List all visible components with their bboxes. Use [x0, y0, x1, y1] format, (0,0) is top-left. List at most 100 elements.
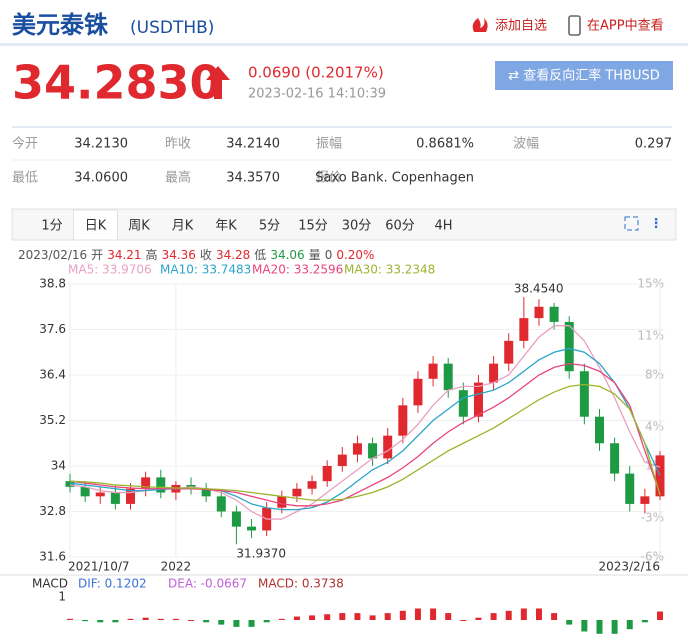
info-label: 高: [146, 247, 158, 262]
tab[interactable]: 年K: [215, 219, 237, 234]
candle-body: [352, 443, 362, 455]
macd-bar: [520, 608, 527, 620]
y-tick-label: 34: [51, 459, 66, 473]
tab[interactable]: 15分: [298, 219, 328, 234]
candle-body: [610, 443, 620, 474]
legend-entry: MA10: 33.7483: [160, 263, 251, 277]
macd-bar: [97, 620, 104, 623]
more[interactable]: ⋮: [650, 217, 663, 232]
extreme-label: 31.9370: [236, 547, 286, 561]
y2-tick-label: 4%: [645, 420, 664, 434]
info-value: 34.36: [162, 248, 196, 262]
tab[interactable]: 周K: [128, 219, 150, 234]
y2-tick-label: 15%: [637, 277, 664, 291]
macd-bar: [233, 620, 240, 627]
candle-body: [640, 496, 650, 504]
macd-bar: [626, 620, 633, 630]
stat-label: 振幅: [316, 137, 342, 152]
stat-value: 34.3570: [226, 171, 280, 186]
header-rule: [0, 43, 688, 46]
x-tick-label: 2021/10/7: [68, 560, 130, 574]
candle-body: [277, 496, 287, 508]
code: (USDTHB): [130, 18, 214, 38]
y-tick-label: 36.4: [39, 368, 66, 382]
stat-label: 今开: [12, 136, 38, 152]
tab[interactable]: 月K: [172, 219, 194, 234]
macd-bar: [551, 613, 558, 620]
info-value: 34.21: [107, 248, 141, 262]
candle-body: [534, 306, 544, 319]
candle-body: [655, 455, 665, 497]
x-tick-label: 2022: [161, 560, 192, 574]
info-label: 收: [200, 248, 212, 262]
info-change: 0.20%: [336, 248, 374, 262]
macd-bar: [263, 620, 270, 623]
reverse-label[interactable]: ⇄ 查看反向汇率 THBUSD: [508, 68, 660, 84]
tab[interactable]: 30分: [342, 219, 372, 234]
macd-bar: [172, 618, 179, 620]
y2-tick-label: 11%: [637, 329, 664, 343]
tab[interactable]: 60分: [385, 219, 415, 234]
active-tab[interactable]: [73, 209, 118, 241]
stat-value: 34.2140: [226, 137, 280, 152]
candle-body: [549, 306, 559, 322]
tab[interactable]: 日K: [85, 219, 107, 234]
ma-line: [69, 362, 661, 507]
macd-bar: [248, 620, 255, 627]
open-app[interactable]: 在APP中查看: [587, 18, 664, 34]
tab-bar: [11, 208, 677, 241]
y-tick-label: 37.6: [39, 322, 66, 336]
candle-body: [337, 454, 347, 466]
macd-bar: [414, 608, 421, 620]
chart: MA5: 33.9706 MA10: 33.7483 MA20: 33.2596 MA…: [0, 263, 688, 634]
fav-icon[interactable]: [472, 18, 488, 32]
fullscreen[interactable]: [624, 216, 639, 231]
y2-tick-label: -6%: [641, 550, 664, 564]
macd-bar: [611, 620, 618, 634]
y-tick-label: 32.8: [39, 504, 66, 518]
macd-bar: [324, 614, 331, 620]
macd-bar: [339, 613, 346, 620]
price: 34.2830: [12, 56, 222, 110]
ma-line: [69, 383, 661, 501]
candle-body: [625, 473, 635, 504]
candle-body: [504, 340, 514, 364]
macd-title: MACD: [32, 577, 68, 591]
info-value: 34.06: [270, 248, 304, 262]
legend-entry: MA30: 33.2348: [344, 263, 435, 277]
phone-icon[interactable]: [568, 15, 581, 36]
macd-bar: [384, 613, 391, 620]
macd-bar: [641, 620, 648, 623]
y-tick-label: 31.6: [39, 550, 66, 564]
tab[interactable]: 5分: [259, 219, 280, 234]
tab[interactable]: 4H: [434, 219, 452, 234]
change: 0.0690 (0.2017%): [248, 64, 384, 82]
candle-body: [398, 405, 408, 436]
macd-bar: [203, 620, 210, 623]
candle-body: [383, 435, 393, 459]
macd-bar: [445, 613, 452, 620]
macd-bar: [354, 613, 361, 620]
stat-label: 最高: [165, 170, 191, 186]
candle-body: [292, 488, 302, 497]
time: 2023-02-16 14:10:39: [248, 87, 386, 102]
tab[interactable]: 1分: [41, 219, 62, 234]
info-line: 2023/02/16 开 34.21 高 34.36 收 34.28 低 34.06 量 0 0.20…: [18, 247, 374, 262]
candle-body: [65, 481, 75, 487]
reverse-button[interactable]: [495, 61, 673, 90]
stat-label: 昨收: [165, 137, 191, 152]
candle-body: [564, 321, 574, 372]
stat-value: Saxo Bank. Copenhagen: [315, 171, 474, 186]
macd-legend: MACD: 0.3738: [258, 577, 344, 591]
y2-tick-label: -3%: [641, 511, 664, 525]
candle-body: [489, 363, 499, 383]
candle-body: [594, 416, 604, 444]
add-favorite[interactable]: 添加自选: [495, 19, 547, 34]
candle-body: [458, 390, 468, 417]
macd-bar: [293, 616, 300, 620]
candle-body: [201, 488, 211, 497]
stat-label: 报价: [316, 171, 342, 186]
stat-label: 最低: [12, 171, 38, 186]
macd-bar: [505, 610, 512, 620]
